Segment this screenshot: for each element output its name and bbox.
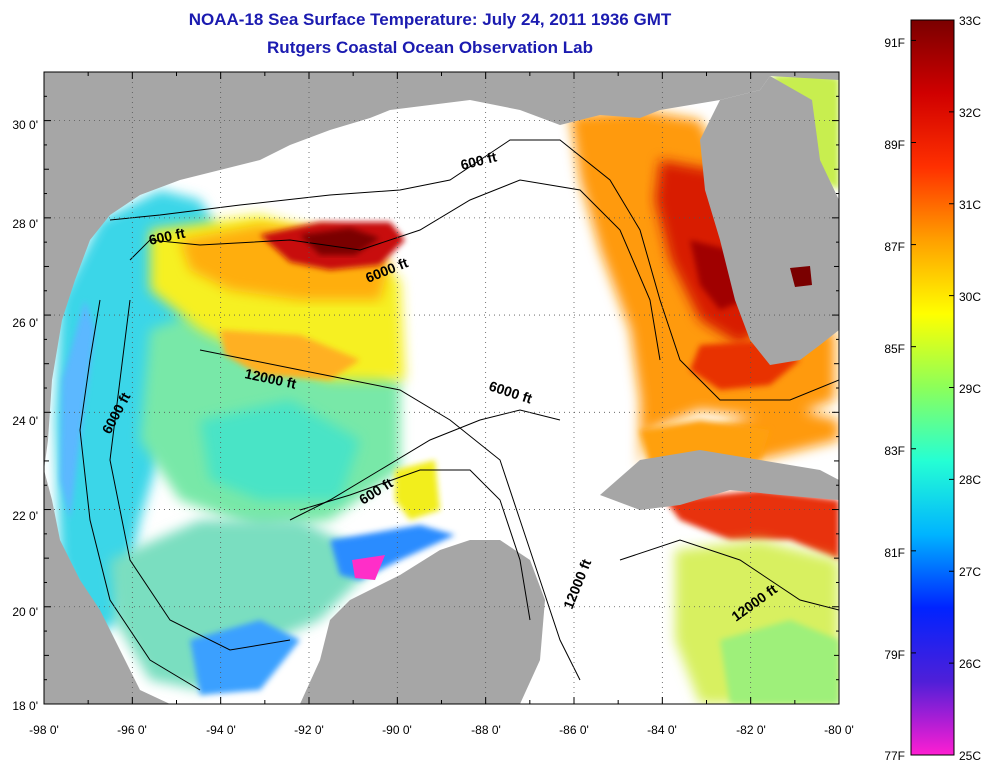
contour-6000ft-north (129, 179, 661, 361)
colorbar-celsius-labels: 33C 32C 31C 30C 29C 28C 27C 26C 25C (959, 14, 981, 763)
sst-caribbean-lightgreen (720, 620, 839, 704)
lat-label-20: 20 0' (12, 605, 38, 619)
land-north-america (44, 72, 839, 470)
lon-label-92: -92 0' (294, 723, 324, 737)
sst-campeche (110, 520, 380, 690)
cb-label-32c: 32C (959, 106, 981, 120)
land-yucatan (300, 540, 545, 704)
contour-6000ft-central (289, 409, 561, 521)
cb-label-26c: 26C (959, 657, 981, 671)
cb-label-83f: 83F (884, 444, 905, 458)
cb-label-29c: 29C (959, 382, 981, 396)
contour-label-600ft-west: 600 ft (147, 225, 186, 248)
contour-600ft-yucatan (299, 469, 531, 621)
cb-label-31c: 31C (959, 198, 981, 212)
lat-axis-labels: 30 0' 28 0' 26 0' 24 0' 22 0' 20 0' 18 0… (12, 118, 38, 713)
sst-campeche-blue (190, 620, 300, 695)
colorbar-fahrenheit-labels: 91F 89F 87F 85F 83F 81F 79F 77F (884, 36, 905, 763)
contour-12000ft-caribbean (619, 539, 839, 611)
cb-label-85f: 85F (884, 342, 905, 356)
contour-600ft-west (79, 299, 201, 691)
lon-label-86: -86 0' (559, 723, 589, 737)
lat-label-22: 22 0' (12, 509, 38, 523)
lon-label-80: -80 0' (824, 723, 854, 737)
cb-label-87f: 87F (884, 240, 905, 254)
contour-12000ft (199, 349, 581, 681)
colorbar-gradient (910, 19, 955, 756)
lon-label-84: -84 0' (647, 723, 677, 737)
plot-area (44, 72, 839, 704)
lat-label-24: 24 0' (12, 414, 38, 428)
grid-lines (44, 72, 839, 704)
cb-label-25c: 25C (959, 749, 981, 763)
cb-label-77f: 77F (884, 749, 905, 763)
lon-label-82: -82 0' (736, 723, 766, 737)
contour-6000ft-west (109, 299, 291, 651)
cb-label-27c: 27C (959, 565, 981, 579)
cb-label-91f: 91F (884, 36, 905, 50)
lat-label-26: 26 0' (12, 316, 38, 330)
sst-magenta-patch (352, 555, 385, 580)
sst-west-coast-blue (60, 300, 95, 520)
cb-label-81f: 81F (884, 546, 905, 560)
lon-label-98: -98 0' (29, 723, 59, 737)
land-mexico (44, 470, 170, 704)
map-title: NOAA-18 Sea Surface Temperature: July 24… (188, 10, 672, 29)
cb-label-33c: 33C (959, 14, 981, 28)
axis-ticks (43, 71, 840, 705)
sst-mid-orange (220, 330, 360, 380)
lat-label-18: 18 0' (12, 699, 38, 713)
map-subtitle: Rutgers Coastal Ocean Observation Lab (267, 38, 593, 57)
sst-central-cyan (200, 400, 360, 500)
cb-label-79f: 79F (884, 648, 905, 662)
lat-label-28: 28 0' (12, 217, 38, 231)
sst-data-layer (55, 72, 839, 704)
cb-label-89f: 89F (884, 138, 905, 152)
sst-louisiana-darkred (300, 228, 380, 255)
contour-600ft (109, 139, 839, 401)
lon-label-88: -88 0' (471, 723, 501, 737)
land-layer (44, 72, 839, 704)
cb-label-30c: 30C (959, 290, 981, 304)
lon-label-96: -96 0' (117, 723, 147, 737)
cb-label-28c: 28C (959, 473, 981, 487)
bathymetry-contours (79, 139, 839, 691)
sst-caribbean-red (665, 490, 839, 560)
lon-label-90: -90 0' (382, 723, 412, 737)
land-cuba (600, 450, 839, 510)
lat-label-30: 30 0' (12, 118, 38, 132)
lake-okeechobee (790, 266, 812, 287)
land-florida (700, 76, 839, 365)
colorbar-ticks (911, 19, 954, 756)
lon-axis-labels: -98 0' -96 0' -94 0' -92 0' -90 0' -88 0… (29, 723, 854, 737)
colorbar: 33C 32C 31C 30C 29C 28C 27C 26C 25C 91F … (884, 14, 981, 763)
land-belize (460, 680, 500, 704)
lon-label-94: -94 0' (206, 723, 236, 737)
